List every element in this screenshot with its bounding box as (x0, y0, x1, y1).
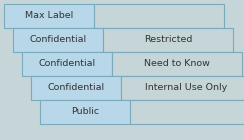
Text: Confidential: Confidential (47, 83, 105, 93)
Text: Max Label: Max Label (25, 11, 73, 20)
Bar (31, 76, 121, 100)
Bar (4, 4, 94, 28)
Bar (40, 100, 130, 124)
Text: Restricted: Restricted (144, 36, 192, 45)
Text: Confidential: Confidential (39, 60, 96, 68)
Bar (94, 4, 224, 28)
Bar (112, 52, 242, 76)
Text: Confidential: Confidential (30, 36, 87, 45)
Bar (13, 28, 103, 52)
Bar (130, 100, 244, 124)
Bar (103, 28, 233, 52)
Text: Need to Know: Need to Know (144, 60, 210, 68)
Text: Public: Public (71, 108, 99, 116)
Text: Internal Use Only: Internal Use Only (145, 83, 227, 93)
Bar (22, 52, 112, 76)
Bar (121, 76, 244, 100)
